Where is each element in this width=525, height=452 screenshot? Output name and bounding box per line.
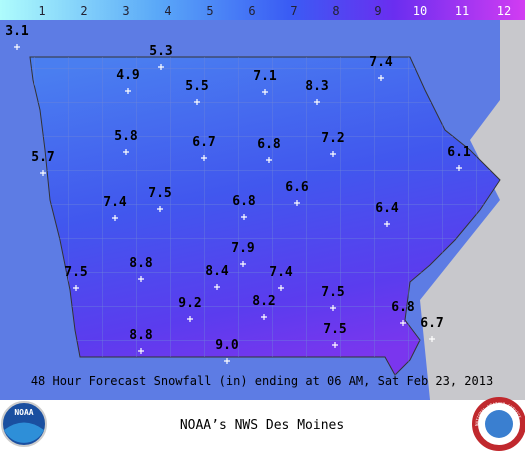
colorbar (0, 0, 525, 20)
station-marker (262, 89, 268, 95)
station-value: 5.3 (149, 44, 172, 59)
station-value: 8.4 (205, 264, 229, 279)
station-value: 7.4 (269, 265, 293, 280)
colorbar-label: 10 (413, 4, 427, 18)
station-value: 9.2 (178, 296, 201, 311)
station-marker (14, 44, 20, 50)
station-marker (40, 170, 46, 176)
station-value: 6.8 (232, 194, 256, 209)
station-value: 8.2 (252, 294, 275, 309)
colorbar-label: 5 (206, 4, 213, 18)
station-value: 3.1 (5, 24, 29, 39)
station-marker (240, 261, 246, 267)
station-value: 7.4 (369, 55, 393, 70)
station-marker (125, 88, 131, 94)
station-value: 7.5 (64, 265, 87, 280)
colorbar-label: 12 (497, 4, 511, 18)
station-value: 7.2 (321, 131, 344, 146)
nws-logo: NATIONAL WEATHER SERVICE (472, 397, 525, 451)
station-value: 8.8 (129, 256, 153, 271)
station-marker (138, 348, 144, 354)
station-marker (187, 316, 193, 322)
station-value: 9.0 (215, 338, 239, 353)
colorbar-label: 4 (164, 4, 171, 18)
footer-title: NOAA’s NWS Des Moines (180, 418, 344, 433)
colorbar-label: 7 (290, 4, 297, 18)
station-marker (201, 155, 207, 161)
colorbar-label: 9 (374, 4, 381, 18)
station-marker (123, 149, 129, 155)
station-marker (330, 305, 336, 311)
station-marker (384, 221, 390, 227)
station-value: 7.5 (148, 186, 171, 201)
station-value: 7.1 (253, 69, 277, 84)
station-value: 6.7 (192, 135, 215, 150)
station-value: 8.8 (129, 328, 153, 343)
station-value: 6.4 (375, 201, 399, 216)
footer-bar (0, 400, 525, 452)
colorbar-label: 1 (38, 4, 45, 18)
station-value: 7.4 (103, 195, 127, 210)
nws-center (485, 410, 513, 438)
colorbar-label: 2 (80, 4, 87, 18)
colorbar-label: 11 (455, 4, 469, 18)
station-value: 6.8 (257, 137, 281, 152)
noaa-wave (4, 422, 44, 443)
station-marker (194, 99, 200, 105)
station-value: 7.9 (231, 241, 254, 256)
station-marker (278, 285, 284, 291)
colorbar-label: 3 (122, 4, 129, 18)
station-marker (158, 64, 164, 70)
station-value: 5.5 (185, 79, 208, 94)
station-value: 4.9 (116, 68, 139, 83)
station-marker (456, 165, 462, 171)
station-marker (378, 75, 384, 81)
station-value: 8.3 (305, 79, 328, 94)
station-marker (332, 342, 338, 348)
station-marker (214, 284, 220, 290)
noaa-logo: NOAA (1, 401, 47, 447)
station-marker (73, 285, 79, 291)
station-value: 6.1 (447, 145, 471, 160)
station-marker (294, 200, 300, 206)
station-value: 5.7 (31, 150, 54, 165)
station-marker (138, 276, 144, 282)
caption: 48 Hour Forecast Snowfall (in) ending at… (31, 374, 493, 388)
station-marker (330, 151, 336, 157)
station-value: 6.6 (285, 180, 309, 195)
noaa-text: NOAA (14, 408, 33, 417)
county-lines (30, 57, 500, 375)
station-value: 5.8 (114, 129, 138, 144)
station-marker (266, 157, 272, 163)
station-value: 6.7 (420, 316, 443, 331)
station-marker (224, 358, 230, 364)
station-value: 7.5 (323, 322, 346, 337)
station-marker (241, 214, 247, 220)
station-marker (429, 336, 435, 342)
colorbar-label: 6 (248, 4, 255, 18)
station-marker (157, 206, 163, 212)
station-marker (261, 314, 267, 320)
station-marker (112, 215, 118, 221)
station-value: 6.8 (391, 300, 415, 315)
colorbar-label: 8 (332, 4, 339, 18)
station-marker (314, 99, 320, 105)
station-marker (400, 320, 406, 326)
station-value: 7.5 (321, 285, 344, 300)
